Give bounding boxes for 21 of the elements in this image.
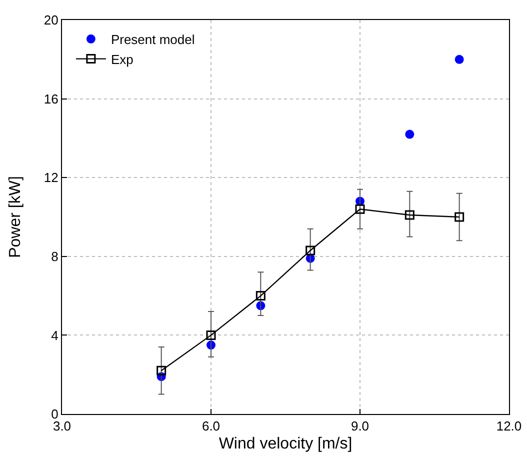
legend-label: Present model (110, 32, 195, 47)
y-tick-label: 8 (51, 248, 58, 264)
point (454, 212, 464, 222)
legend-label: Exp (110, 52, 134, 67)
x-tick-label: 9.0 (350, 418, 370, 434)
point (454, 54, 464, 64)
point (404, 210, 414, 220)
x-tick-label: 6.0 (202, 418, 220, 434)
x-axis-title: Wind velocity [m/s] (218, 435, 352, 452)
point (405, 130, 414, 139)
point (156, 366, 166, 376)
point (306, 246, 316, 256)
point (355, 204, 365, 214)
y-tick-label: 20 (44, 12, 58, 28)
y-tick-label: 12 (44, 170, 58, 186)
point (206, 330, 216, 340)
y-tick-label: 16 (44, 91, 58, 106)
y-axis-title: Power [kW] (7, 176, 24, 258)
y-tick-label: 4 (51, 328, 58, 343)
point (256, 291, 266, 301)
x-tick-label: 12.0 (496, 418, 522, 434)
